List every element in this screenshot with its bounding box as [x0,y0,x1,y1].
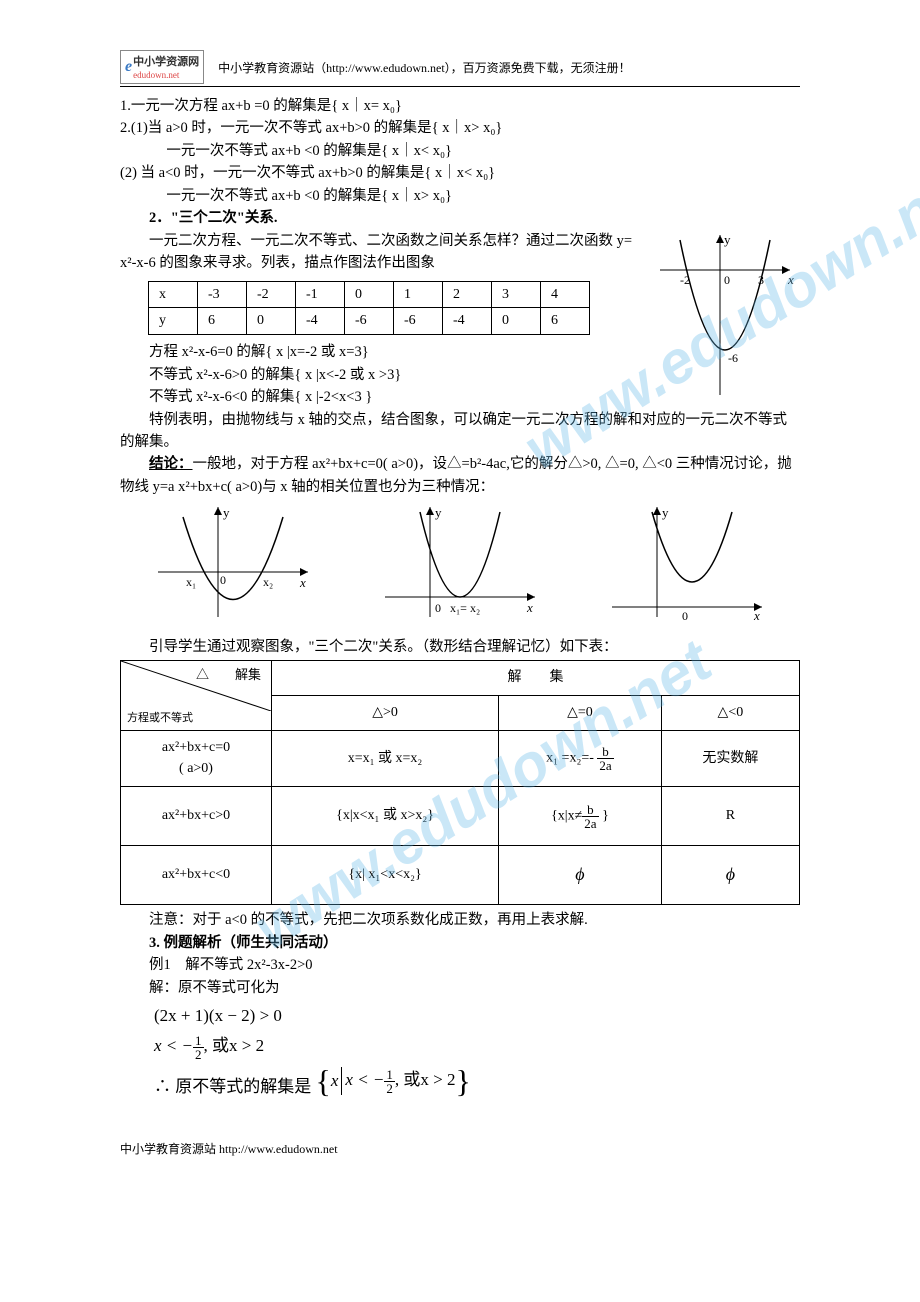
logo-sub-text: edudown.net [133,70,179,80]
conclusion-label: 结论： [149,456,193,472]
cell: 2 [443,281,492,308]
math-line-3: ∴ 原不等式的解集是 { x x < −12, 或x > 2 } [154,1065,800,1100]
r3c2: ϕ [499,846,662,905]
section-3-title: 3. 例题解析（师生共同活动） [120,932,800,954]
tri-label: △ [196,667,209,682]
three-parabola-row: y x x₁ 0 x₂ y x 0 x₁= x₂ [120,502,800,629]
page-footer: 中小学教育资源站 http://www.edudown.net [120,1140,800,1157]
line-3: 一元一次不等式 ax+b <0 的解集是{ x｜x< x₀} [120,140,800,162]
label-neg2: -2 [680,273,690,287]
cell: 0 [345,281,394,308]
conclusion-paragraph: 结论：一般地，对于方程 ax²+bx+c=0( a>0)，设△=b²-4ac,它… [120,453,800,498]
site-logo: e 中小学资源网 edudown.net [120,50,204,84]
eq-label: 方程或不等式 [127,710,193,727]
r1c2: x₁ =x₂=- b2a [499,730,662,786]
axis-x-label: x [787,272,794,287]
axis-y: y [662,505,669,520]
solution-label: 解：原不等式可化为 [120,977,800,999]
cell: 6 [198,308,247,335]
section-2-title: 2．"三个二次"关系. [120,207,800,229]
diag-header-cell: △ 解集 方程或不等式 [121,661,272,730]
cell: 4 [541,281,590,308]
r1c1: x=x₁ 或 x=x₂ [272,730,499,786]
r2c1: {x|x<x₁ 或 x>x₂} [272,787,499,846]
math-line-1: (2x + 1)(x − 2) > 0 [154,1003,800,1029]
math-line-2: x < −12, 或x > 2 [154,1033,800,1061]
header-caption: 中小学教育资源站（http://www.edudown.net），百万资源免费下… [218,59,631,76]
cell: 6 [541,308,590,335]
line-1: 1.一元一次方程 ax+b =0 的解集是{ x｜x= x₀} [120,95,800,117]
eq-1: 方程 x²-x-6=0 的解{ x |x=-2 或 x=3} [120,341,640,363]
label-0: 0 [435,601,441,615]
page-header: e 中小学资源网 edudown.net 中小学教育资源站（http://www… [120,50,800,87]
label-x1x2: x₁= x₂ [450,601,480,615]
label-neg6: -6 [728,351,738,365]
axis-x: x [299,575,306,590]
axis-y: y [435,505,442,520]
header-solution-set: 解 集 [272,661,800,696]
cell: -4 [443,308,492,335]
example-1: 例1 解不等式 2x²-3x-2>0 [120,954,800,976]
section-2-p1b: x²-x-6 的图象来寻求。列表，描点作图法作出图象 [120,252,640,274]
cell: -1 [296,281,345,308]
label-three: 3 [758,273,764,287]
col-delta-neg: △<0 [661,696,799,731]
r3c3: ϕ [661,846,799,905]
label-zero: 0 [724,273,730,287]
parabola-graph-main: y x -2 0 3 -6 [650,230,800,407]
parabola-one-root: y x 0 x₁= x₂ [347,502,574,629]
label-0: 0 [220,573,226,587]
cell: -4 [296,308,345,335]
col-delta-pos: △>0 [272,696,499,731]
cell: 0 [492,308,541,335]
label-0: 0 [682,609,688,622]
cell: 0 [247,308,296,335]
table-row-x: x -3 -2 -1 0 1 2 3 4 [149,281,590,308]
cell: -3 [198,281,247,308]
logo-main-text: 中小学资源网 [133,56,199,68]
xy-value-table: x -3 -2 -1 0 1 2 3 4 y 6 0 -4 [148,281,590,335]
r2c2: {x|x≠b2a } [499,787,662,846]
col-delta-zero: △=0 [499,696,662,731]
eq-2: 不等式 x²-x-6>0 的解集{ x |x<-2 或 x >3} [120,364,640,386]
section-2-p1a: 一元二次方程、一元二次不等式、二次函数之间关系怎样？通过二次函数 y= [120,230,640,252]
axis-x: x [753,608,760,622]
conclusion-text: 一般地，对于方程 ax²+bx+c=0( a>0)，设△=b²-4ac,它的解分… [120,456,792,494]
paragraph-3: 引导学生通过观察图象，"三个二次"关系。（数形结合理解记忆）如下表： [120,636,800,658]
row-lt-label: ax²+bx+c<0 [121,846,272,905]
axis-y: y [223,505,230,520]
logo-e-icon: e [125,58,132,76]
jieji-label: 解集 [235,667,261,682]
line-5: 一元一次不等式 ax+b <0 的解集是{ x｜x> x₀} [120,185,800,207]
parabola-no-root: y x 0 [573,502,800,629]
parabola-two-roots: y x x₁ 0 x₂ [120,502,347,629]
axis-x: x [526,600,533,615]
line-2: 2.(1)当 a>0 时，一元一次不等式 ax+b>0 的解集是{ x｜x> x… [120,117,800,139]
cell: -6 [345,308,394,335]
cell: 3 [492,281,541,308]
r2c3: R [661,787,799,846]
line-4: (2) 当 a<0 时，一元一次不等式 ax+b>0 的解集是{ x｜x< x₀… [120,162,800,184]
label-x1: x₁ [186,575,196,589]
eq-3: 不等式 x²-x-6<0 的解集{ x |-2<x<3 } [120,386,640,408]
solution-set-table: △ 解集 方程或不等式 解 集 △>0 △=0 △<0 ax²+bx+c=0 (… [120,660,800,905]
table-row-y: y 6 0 -4 -6 -6 -4 0 6 [149,308,590,335]
axis-y-label: y [724,232,731,247]
cell: y [149,308,198,335]
note-line: 注意：对于 a<0 的不等式，先把二次项系数化成正数，再用上表求解. [120,909,800,931]
row-gt-label: ax²+bx+c>0 [121,787,272,846]
row-eq-label: ax²+bx+c=0 ( a>0) [121,730,272,786]
label-x2: x₂ [263,575,273,589]
r3c1: {x| x₁<x<x₂} [272,846,499,905]
cell: -2 [247,281,296,308]
cell: x [149,281,198,308]
cell: -6 [394,308,443,335]
paragraph-2: 特例表明，由抛物线与 x 轴的交点，结合图象，可以确定一元二次方程的解和对应的一… [120,409,800,454]
r1c3: 无实数解 [661,730,799,786]
cell: 1 [394,281,443,308]
